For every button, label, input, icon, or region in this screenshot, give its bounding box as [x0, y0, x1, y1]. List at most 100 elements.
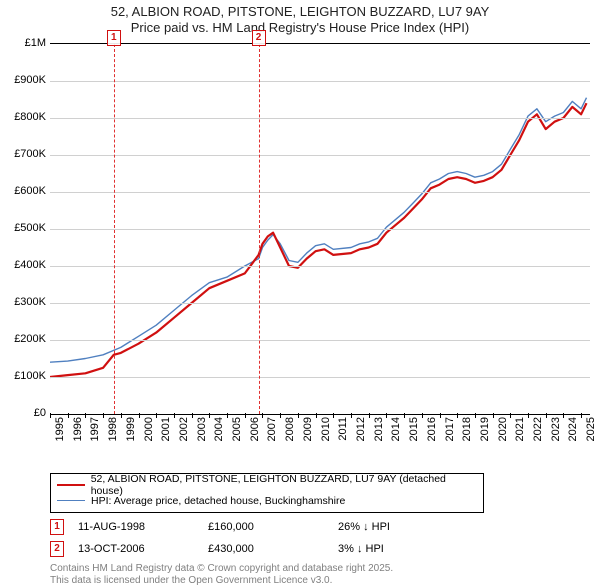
transaction-price: £160,000: [208, 521, 338, 533]
x-tick: [316, 413, 317, 418]
x-axis-label: 2008: [284, 417, 296, 441]
x-axis-label: 1999: [125, 417, 137, 441]
y-axis-label: £100K: [14, 370, 46, 382]
x-tick: [510, 413, 511, 418]
x-tick: [156, 413, 157, 418]
x-axis-label: 2025: [585, 417, 597, 441]
attribution-line-1: Contains HM Land Registry data © Crown c…: [50, 563, 590, 576]
transaction-row: 2 13-OCT-2006£430,0003% ↓ HPI: [50, 541, 590, 557]
transaction-price: £430,000: [208, 543, 338, 555]
x-tick: [422, 413, 423, 418]
gridline: [50, 229, 590, 230]
x-axis-label: 2000: [143, 417, 155, 441]
gridline: [50, 192, 590, 193]
x-tick: [50, 413, 51, 418]
legend-swatch-hpi: [57, 500, 85, 501]
x-axis-label: 2023: [550, 417, 562, 441]
gridline: [50, 266, 590, 267]
x-axis-label: 2021: [514, 417, 526, 441]
gridline: [50, 155, 590, 156]
legend-label-hpi: HPI: Average price, detached house, Buck…: [91, 495, 345, 507]
transaction-delta: 3% ↓ HPI: [338, 543, 468, 555]
x-tick: [386, 413, 387, 418]
gridline: [50, 377, 590, 378]
title-line-1: 52, ALBION ROAD, PITSTONE, LEIGHTON BUZZ…: [0, 4, 600, 20]
transaction-index-box: 1: [50, 519, 64, 535]
y-axis-label: £200K: [14, 333, 46, 345]
y-axis-label: £600K: [14, 185, 46, 197]
x-tick: [333, 413, 334, 418]
x-axis-label: 1995: [54, 417, 66, 441]
transaction-delta: 26% ↓ HPI: [338, 521, 468, 533]
x-axis-label: 2015: [408, 417, 420, 441]
legend-swatch-price-paid: [57, 484, 85, 486]
series-price_paid: [50, 103, 587, 377]
transaction-date: 11-AUG-1998: [78, 521, 208, 533]
gridline: [50, 81, 590, 82]
y-axis-label: £800K: [14, 111, 46, 123]
x-axis-label: 2009: [302, 417, 314, 441]
x-axis-label: 2012: [355, 417, 367, 441]
y-axis-label: £700K: [14, 148, 46, 160]
legend-box: 52, ALBION ROAD, PITSTONE, LEIGHTON BUZZ…: [50, 473, 484, 513]
x-axis-label: 1997: [89, 417, 101, 441]
attribution: Contains HM Land Registry data © Crown c…: [50, 563, 590, 588]
attribution-line-2: This data is licensed under the Open Gov…: [50, 575, 590, 588]
x-tick: [192, 413, 193, 418]
x-tick: [440, 413, 441, 418]
x-axis-label: 2019: [479, 417, 491, 441]
x-axis-label: 2001: [160, 417, 172, 441]
x-axis-label: 2007: [266, 417, 278, 441]
x-axis-label: 2017: [444, 417, 456, 441]
gridline: [50, 118, 590, 119]
x-tick: [280, 413, 281, 418]
x-axis-label: 2016: [426, 417, 438, 441]
x-tick: [103, 413, 104, 418]
transaction-date: 13-OCT-2006: [78, 543, 208, 555]
gridline: [50, 340, 590, 341]
title-line-2: Price paid vs. HM Land Registry's House …: [0, 20, 600, 36]
x-axis-label: 2006: [249, 417, 261, 441]
gridline: [50, 303, 590, 304]
y-axis-label: £0: [34, 407, 46, 419]
x-tick: [68, 413, 69, 418]
x-tick: [121, 413, 122, 418]
chart-area: 12 £0£100K£200K£300K£400K£500K£600K£700K…: [50, 43, 590, 443]
y-axis-label: £900K: [14, 74, 46, 86]
transaction-marker-line: [114, 44, 115, 414]
legend-and-footer: 52, ALBION ROAD, PITSTONE, LEIGHTON BUZZ…: [50, 473, 590, 588]
x-axis-label: 2013: [373, 417, 385, 441]
x-axis-label: 2022: [532, 417, 544, 441]
x-axis-label: 2004: [213, 417, 225, 441]
transaction-marker-line: [259, 44, 260, 414]
transaction-marker-box: 2: [252, 30, 266, 46]
x-axis-label: 1996: [72, 417, 84, 441]
transaction-marker-box: 1: [107, 30, 121, 46]
x-tick: [139, 413, 140, 418]
x-axis-label: 2010: [320, 417, 332, 441]
x-tick: [404, 413, 405, 418]
x-tick: [209, 413, 210, 418]
x-tick: [85, 413, 86, 418]
x-tick: [227, 413, 228, 418]
y-axis-label: £500K: [14, 222, 46, 234]
x-axis-label: 2014: [390, 417, 402, 441]
x-tick: [563, 413, 564, 418]
transaction-index-box: 2: [50, 541, 64, 557]
x-axis-label: 2005: [231, 417, 243, 441]
x-axis-label: 2024: [567, 417, 579, 441]
x-tick: [457, 413, 458, 418]
y-axis-label: £1M: [25, 37, 46, 49]
legend-row-price-paid: 52, ALBION ROAD, PITSTONE, LEIGHTON BUZZ…: [57, 477, 477, 493]
x-tick: [245, 413, 246, 418]
x-tick: [351, 413, 352, 418]
plot-area: 12: [50, 43, 590, 415]
x-tick: [475, 413, 476, 418]
x-axis-label: 2002: [178, 417, 190, 441]
x-tick: [528, 413, 529, 418]
x-axis-label: 1998: [107, 417, 119, 441]
x-axis-label: 2020: [497, 417, 509, 441]
x-axis-label: 2003: [196, 417, 208, 441]
x-tick: [546, 413, 547, 418]
chart-title-block: 52, ALBION ROAD, PITSTONE, LEIGHTON BUZZ…: [0, 0, 600, 37]
